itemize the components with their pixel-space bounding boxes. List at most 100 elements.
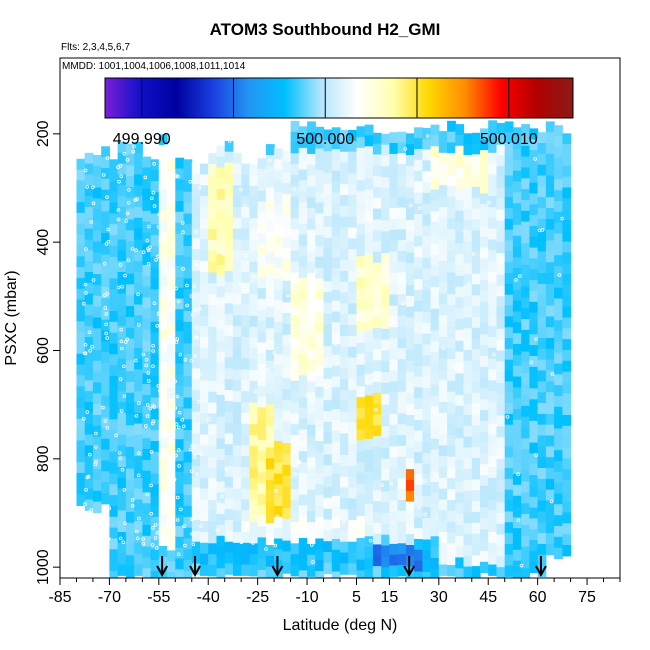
colorbar-tick-label: 500.010 bbox=[480, 131, 538, 148]
heatmap-cell bbox=[529, 453, 539, 465]
x-axis-label: Latitude (deg N) bbox=[283, 617, 398, 634]
heatmap-cell bbox=[298, 342, 308, 355]
heatmap-cell bbox=[232, 163, 242, 175]
heatmap-cell bbox=[348, 227, 357, 239]
heatmap-cell bbox=[447, 337, 456, 349]
heatmap-cell bbox=[84, 239, 94, 251]
heatmap-cell bbox=[405, 382, 415, 394]
heatmap-cell bbox=[529, 193, 539, 205]
heatmap-cell bbox=[117, 564, 127, 576]
heatmap-cell bbox=[422, 463, 432, 476]
observation-dot bbox=[267, 158, 272, 163]
heatmap-cell bbox=[216, 145, 226, 158]
heatmap-cell bbox=[109, 365, 119, 377]
heatmap-cell bbox=[504, 500, 514, 512]
heatmap-cell bbox=[282, 367, 292, 379]
heatmap-cell bbox=[545, 327, 555, 339]
heatmap-cell bbox=[241, 196, 250, 208]
observation-dot bbox=[147, 224, 151, 229]
observation-dot bbox=[83, 168, 88, 173]
heatmap-cell bbox=[298, 440, 308, 452]
heatmap-cell bbox=[142, 189, 152, 201]
heatmap-cell bbox=[389, 294, 399, 307]
heatmap-cell bbox=[290, 413, 300, 425]
heatmap-cell bbox=[480, 529, 489, 541]
heatmap-cell bbox=[183, 538, 193, 550]
heatmap-cell bbox=[340, 216, 349, 229]
heatmap-cell bbox=[438, 326, 448, 338]
observation-dot bbox=[103, 305, 107, 310]
heatmap-cell bbox=[356, 429, 366, 441]
heatmap-cell bbox=[323, 259, 333, 271]
heatmap-cell bbox=[348, 444, 357, 456]
observation-dot bbox=[122, 394, 127, 399]
heatmap-cell bbox=[537, 251, 547, 263]
heatmap-cell bbox=[521, 492, 530, 504]
heatmap-cell bbox=[323, 562, 333, 575]
heatmap-cell bbox=[84, 369, 94, 381]
heatmap-cell bbox=[142, 275, 152, 288]
heatmap-cell bbox=[150, 538, 160, 550]
heatmap-cell bbox=[496, 350, 506, 362]
heatmap-cell bbox=[298, 332, 308, 344]
heatmap-cell bbox=[562, 360, 572, 373]
heatmap-cell bbox=[274, 560, 283, 572]
heatmap-cell bbox=[471, 360, 481, 372]
observation-dot bbox=[285, 293, 290, 298]
heatmap-cell bbox=[471, 165, 481, 177]
heatmap-cell bbox=[438, 542, 448, 555]
heatmap-cell bbox=[389, 164, 399, 177]
observation-dot bbox=[150, 543, 155, 547]
heatmap-cell bbox=[463, 480, 473, 492]
heatmap-cell bbox=[340, 227, 349, 239]
heatmap-cell bbox=[315, 441, 325, 453]
heatmap-cell bbox=[323, 140, 333, 152]
heatmap-cell bbox=[463, 306, 473, 318]
heatmap-cell bbox=[282, 529, 292, 542]
heatmap-cell bbox=[232, 358, 242, 370]
heatmap-cell bbox=[175, 244, 185, 256]
heatmap-cell bbox=[76, 234, 86, 246]
heatmap-cell bbox=[290, 370, 300, 382]
heatmap-cell bbox=[216, 438, 226, 450]
heatmap-cell bbox=[356, 212, 366, 225]
heatmap-cell bbox=[422, 149, 432, 161]
heatmap-cell bbox=[241, 293, 250, 305]
heatmap-cell bbox=[125, 522, 135, 535]
heatmap-cell bbox=[307, 143, 316, 155]
observation-dot bbox=[156, 254, 160, 259]
heatmap-cell bbox=[331, 181, 341, 193]
heatmap-cell bbox=[521, 503, 530, 515]
heatmap-cell bbox=[183, 159, 193, 171]
heatmap-cell bbox=[175, 450, 185, 462]
heatmap-cell bbox=[389, 240, 399, 252]
heatmap-cell bbox=[364, 363, 374, 375]
heatmap-cell bbox=[134, 477, 143, 490]
heatmap-cell bbox=[76, 451, 86, 463]
heatmap-cell bbox=[364, 308, 374, 321]
heatmap-cell bbox=[158, 556, 168, 569]
observation-dot bbox=[403, 147, 408, 151]
observation-dot bbox=[162, 436, 167, 440]
heatmap-cell bbox=[529, 171, 539, 184]
heatmap-cell bbox=[348, 509, 357, 521]
y-tick-label: 200 bbox=[35, 120, 52, 147]
heatmap-cell bbox=[356, 223, 366, 236]
heatmap-cell bbox=[274, 430, 283, 442]
heatmap-cell bbox=[208, 402, 217, 414]
heatmap-cell bbox=[265, 241, 275, 253]
heatmap-cell bbox=[158, 524, 168, 536]
heatmap-cell bbox=[537, 197, 547, 209]
heatmap-cell bbox=[249, 185, 259, 198]
observation-dot bbox=[423, 512, 427, 517]
heatmap-cell bbox=[364, 525, 374, 537]
heatmap-cell bbox=[562, 133, 572, 145]
heatmap-cell bbox=[315, 191, 325, 204]
heatmap-cell bbox=[323, 270, 333, 282]
heatmap-cell bbox=[92, 155, 102, 167]
heatmap-cell bbox=[84, 163, 94, 175]
heatmap-cell bbox=[414, 257, 423, 269]
heatmap-cell bbox=[372, 316, 382, 329]
heatmap-cell bbox=[232, 304, 242, 316]
heatmap-cell bbox=[331, 192, 341, 204]
